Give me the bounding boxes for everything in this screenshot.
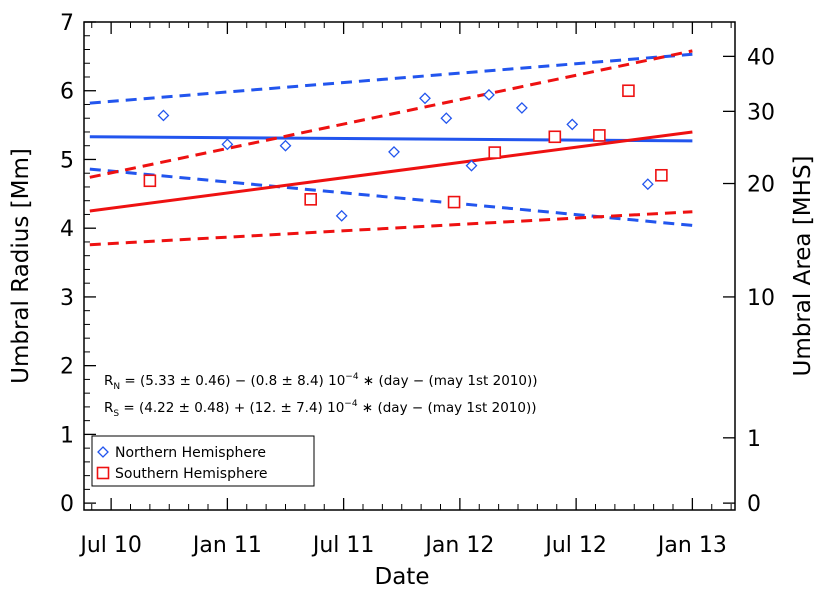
x-tick-label-2: Jul 11 (311, 533, 375, 558)
legend-south-marker (96, 466, 110, 480)
south-point-5 (593, 129, 606, 142)
south-point-6 (622, 84, 635, 98)
south-point-0 (143, 174, 157, 188)
north-point-4 (388, 145, 400, 158)
fit-equation-0: RN = (5.33 ± 0.46) − (0.8 ± 8.4) 10−4 ∗ … (104, 372, 538, 392)
y-right-tick-label-4: 1 (747, 427, 761, 452)
y-left-tick-label-0: 0 (60, 492, 74, 517)
axis-ticks (84, 21, 735, 510)
north-point-8 (483, 88, 495, 101)
y-right-tick-label-2: 20 (747, 173, 775, 198)
x-tick-label-0: Jul 10 (78, 533, 142, 558)
y-right-tick-label-3: 10 (747, 286, 775, 311)
tick-labels: Jul 10 Jan 11 Jul 11 Jan 12 Jul 12 Jan 13 0 1 2 3… (60, 11, 775, 558)
y-left-tick-label-7: 7 (60, 11, 74, 36)
y-axis-title-left: Umbral Radius [Mm] (8, 148, 34, 384)
x-tick-label-1: Jan 11 (191, 533, 262, 558)
y-axis-title-right: Umbral Area [MHS] (790, 155, 816, 376)
fit-line-dashed-4 (89, 49, 693, 179)
y-left-tick-label-3: 3 (60, 286, 74, 311)
fit-equation-1: RS = (4.22 ± 0.48) + (12. ± 7.4) 10−4 ∗ … (104, 399, 537, 419)
south-point-4 (548, 130, 562, 144)
y-left-tick-label-5: 5 (60, 148, 74, 173)
x-tick-label-4: Jul 12 (543, 533, 607, 558)
legend-box (91, 435, 315, 487)
y-right-tick-label-0: 40 (747, 45, 775, 70)
fit-line-dashed-1 (89, 52, 693, 105)
north-point-7 (465, 159, 478, 172)
north-point-0 (157, 109, 170, 122)
fit-lines (89, 49, 693, 247)
data-points (143, 84, 668, 222)
north-point-9 (515, 101, 528, 114)
south-point-3 (488, 146, 502, 159)
north-point-6 (440, 112, 453, 125)
south-point-2 (447, 195, 461, 209)
north-point-1 (221, 138, 234, 151)
y-left-tick-label-6: 6 (60, 80, 74, 105)
legend-label-1: Southern Hemisphere (115, 466, 268, 482)
x-tick-label-5: Jan 13 (656, 533, 727, 558)
plot-frame (83, 21, 736, 511)
y-right-tick-label-1: 30 (747, 100, 775, 125)
y-left-tick-label-1: 1 (60, 423, 74, 448)
x-axis-title: Date (375, 564, 430, 590)
y-left-tick-label-2: 2 (60, 355, 74, 380)
legend: Northern Hemisphere Southern Hemisphere (91, 435, 315, 487)
north-point-10 (566, 118, 579, 131)
fit-equations: RN = (5.33 ± 0.46) − (0.8 ± 8.4) 10−4 ∗ … (104, 372, 538, 419)
south-point-1 (304, 193, 317, 206)
y-right-tick-label-5: 0 (747, 492, 761, 517)
north-point-2 (279, 139, 292, 152)
fit-line-dashed-5 (89, 210, 693, 247)
y-left-tick-label-4: 4 (60, 217, 74, 242)
fit-line-solid-3 (89, 130, 693, 213)
x-tick-label-3: Jan 12 (423, 533, 494, 558)
legend-north-marker (97, 446, 109, 458)
fit-line-dashed-2 (89, 167, 693, 227)
north-point-11 (641, 178, 654, 191)
north-point-5 (419, 92, 431, 105)
fit-line-solid-0 (89, 135, 693, 143)
south-point-7 (655, 168, 668, 182)
legend-label-0: Northern Hemisphere (115, 445, 266, 461)
north-point-3 (335, 209, 348, 222)
